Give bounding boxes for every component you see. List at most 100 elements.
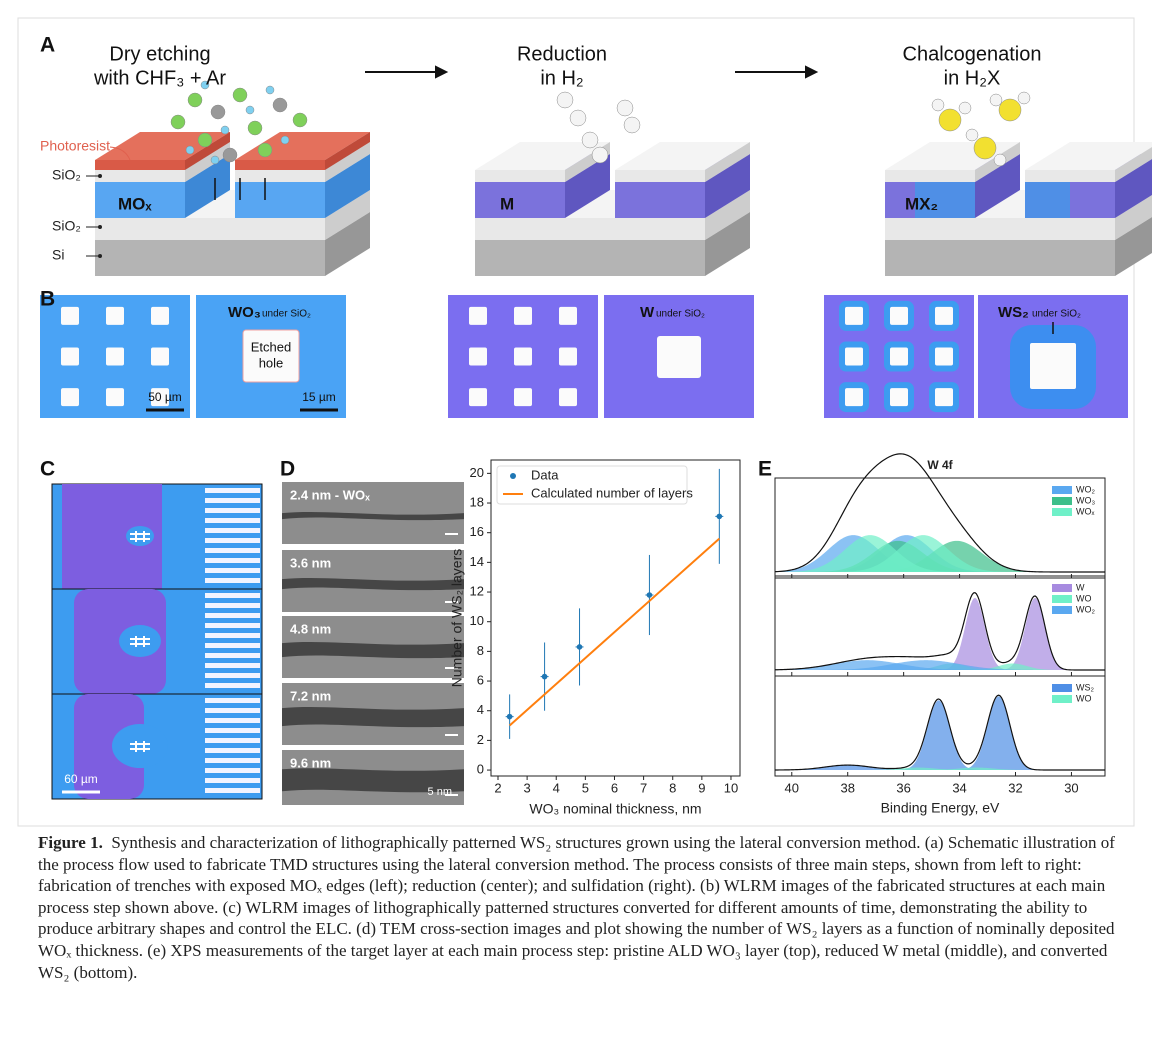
comb-finger — [205, 788, 260, 793]
comb-finger — [205, 603, 260, 608]
comb-finger — [205, 708, 260, 713]
tem-label: 4.8 nm — [290, 621, 331, 636]
legend-label: Calculated number of layers — [531, 485, 693, 500]
molecule-atom — [994, 154, 1006, 166]
panel-label: C — [40, 458, 55, 481]
hole — [845, 388, 863, 406]
molecule-atom — [258, 143, 272, 157]
converted-island — [126, 526, 154, 546]
legend-label: WO₂ — [1076, 604, 1095, 614]
x-tick-label: 6 — [611, 780, 618, 795]
chart-title: W 4f — [927, 458, 953, 472]
hole-label: hole — [259, 355, 284, 370]
molecule-atom — [188, 93, 202, 107]
legend-label: WO — [1076, 693, 1092, 703]
molecule-atom — [959, 102, 971, 114]
molecule-atom — [171, 115, 185, 129]
layer-label: SiO₂ — [52, 218, 81, 234]
y-tick-label: 0 — [477, 762, 484, 777]
material-label: MOₓ — [118, 194, 152, 213]
data-point — [577, 644, 583, 650]
hole — [106, 348, 124, 366]
y-tick-label: 2 — [477, 732, 484, 747]
sio2-cap-front — [885, 170, 975, 182]
tem-label: 2.4 nm - WOₓ — [290, 487, 370, 502]
hole — [890, 388, 908, 406]
hole — [559, 388, 577, 406]
hole — [935, 307, 953, 325]
y-tick-label: 14 — [470, 554, 484, 569]
material-label: MX₂ — [905, 194, 938, 213]
comb-finger — [205, 518, 260, 523]
legend-swatch — [1052, 497, 1072, 505]
tem-label: 7.2 nm — [290, 688, 331, 703]
legend-swatch — [1052, 695, 1072, 703]
legend-label: WO₂ — [1076, 484, 1095, 494]
step-subtitle: in H₂ — [540, 67, 583, 89]
fit-component — [775, 700, 1105, 770]
step-subtitle: with CHF₃ + Ar — [93, 67, 226, 89]
legend-label: WOₓ — [1076, 506, 1094, 516]
scale-bar-label: 50 µm — [148, 390, 182, 404]
photoresist-front — [235, 160, 325, 170]
molecule-atom — [221, 126, 229, 134]
envelope — [775, 593, 1105, 670]
hole-label: Etched — [251, 339, 291, 354]
molecule-atom — [223, 148, 237, 162]
molecule-atom — [974, 137, 996, 159]
metal-layer-front — [235, 182, 325, 218]
molecule-atom — [557, 92, 573, 108]
x-tick-label: 32 — [1008, 780, 1022, 795]
legend-swatch — [1052, 606, 1072, 614]
tem-layer — [282, 707, 464, 727]
y-tick-label: 20 — [470, 465, 484, 480]
comb-finger — [205, 778, 260, 783]
image-label: WO₃ — [228, 304, 261, 321]
layer-label: Photoresist — [40, 138, 110, 154]
y-tick-label: 10 — [470, 613, 484, 628]
molecule-atom — [211, 105, 225, 119]
molecule-atom — [246, 106, 254, 114]
x-tick-label: 9 — [698, 780, 705, 795]
arrow-head — [806, 67, 816, 77]
hole — [61, 307, 79, 325]
legend-label: WS₂ — [1076, 682, 1094, 692]
comb-finger — [205, 548, 260, 553]
x-tick-label: 2 — [494, 780, 501, 795]
hole — [1030, 343, 1076, 389]
comb-finger — [205, 633, 260, 638]
comb-finger — [205, 718, 260, 723]
molecule-atom — [966, 129, 978, 141]
molecule-atom — [592, 147, 608, 163]
hole — [61, 388, 79, 406]
legend-swatch — [510, 473, 516, 479]
layer-label: SiO₂ — [52, 167, 81, 183]
comb-finger — [205, 568, 260, 573]
photoresist-front — [95, 160, 185, 170]
comb-finger — [205, 508, 260, 513]
image-label: under SiO₂ — [656, 309, 705, 320]
hole — [151, 307, 169, 325]
step-title: Dry etching — [109, 43, 210, 65]
scale-bar-label: 15 µm — [302, 390, 336, 404]
y-tick-label: 8 — [477, 643, 484, 658]
comb-finger — [205, 728, 260, 733]
image-label: under SiO₂ — [1032, 309, 1081, 320]
hole — [514, 307, 532, 325]
tem-label: 9.6 nm — [290, 755, 331, 770]
panel-label: B — [40, 288, 55, 311]
converted-island — [112, 724, 168, 768]
sio2-base-front — [475, 218, 705, 240]
leader-dot — [98, 254, 102, 258]
comb-finger — [205, 663, 260, 668]
hole — [469, 388, 487, 406]
image-label: under SiO₂ — [262, 309, 311, 320]
step-subtitle: in H₂X — [944, 67, 1001, 89]
comb-finger — [205, 593, 260, 598]
step-title: Chalcogenation — [903, 43, 1042, 65]
comb-finger — [205, 488, 260, 493]
molecule-atom — [281, 136, 289, 144]
y-tick-label: 12 — [470, 583, 484, 598]
data-point — [647, 592, 653, 598]
